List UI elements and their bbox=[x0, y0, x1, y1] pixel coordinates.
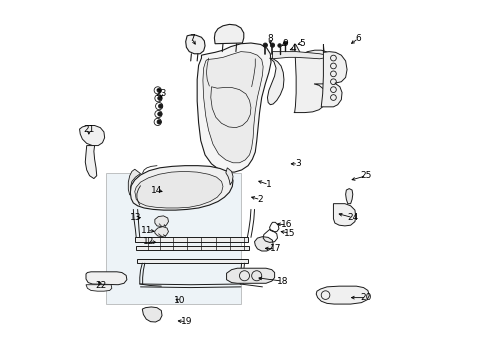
Polygon shape bbox=[225, 168, 233, 185]
Text: 20: 20 bbox=[360, 293, 371, 302]
Polygon shape bbox=[293, 44, 333, 113]
Polygon shape bbox=[185, 35, 204, 54]
Polygon shape bbox=[197, 43, 270, 172]
Circle shape bbox=[157, 120, 161, 124]
Polygon shape bbox=[155, 216, 168, 226]
Text: 6: 6 bbox=[355, 34, 361, 43]
Polygon shape bbox=[214, 24, 244, 44]
Text: 7: 7 bbox=[188, 34, 194, 43]
Polygon shape bbox=[86, 285, 112, 291]
Text: 1: 1 bbox=[265, 180, 271, 189]
Text: 5: 5 bbox=[298, 39, 304, 48]
Polygon shape bbox=[267, 58, 284, 105]
Text: 10: 10 bbox=[173, 296, 184, 305]
Text: 24: 24 bbox=[346, 213, 358, 222]
Text: 2: 2 bbox=[257, 195, 263, 204]
Polygon shape bbox=[142, 307, 162, 322]
Polygon shape bbox=[137, 259, 247, 263]
Polygon shape bbox=[85, 145, 97, 179]
Text: 8: 8 bbox=[267, 34, 273, 43]
Polygon shape bbox=[345, 189, 352, 204]
Polygon shape bbox=[321, 44, 346, 107]
Circle shape bbox=[158, 104, 163, 108]
Circle shape bbox=[263, 43, 267, 47]
Polygon shape bbox=[272, 51, 323, 59]
Polygon shape bbox=[135, 237, 247, 242]
Polygon shape bbox=[86, 272, 126, 285]
Polygon shape bbox=[155, 226, 168, 237]
Text: 23: 23 bbox=[155, 89, 166, 98]
Circle shape bbox=[277, 44, 281, 47]
Text: 14: 14 bbox=[151, 185, 162, 194]
Polygon shape bbox=[333, 204, 355, 226]
Text: 16: 16 bbox=[281, 220, 292, 229]
Polygon shape bbox=[136, 246, 248, 250]
Text: 3: 3 bbox=[295, 159, 301, 168]
Text: 11: 11 bbox=[141, 226, 152, 235]
Text: 17: 17 bbox=[269, 244, 281, 253]
Polygon shape bbox=[316, 286, 368, 304]
Text: 4: 4 bbox=[290, 44, 295, 53]
Text: 13: 13 bbox=[130, 213, 142, 222]
Text: 9: 9 bbox=[282, 39, 287, 48]
Circle shape bbox=[158, 96, 162, 100]
Polygon shape bbox=[254, 237, 273, 251]
Text: 12: 12 bbox=[143, 237, 154, 246]
Polygon shape bbox=[80, 126, 104, 145]
Text: 25: 25 bbox=[360, 171, 371, 180]
Bar bbox=[106, 173, 241, 304]
Circle shape bbox=[283, 41, 286, 45]
Text: 22: 22 bbox=[95, 281, 106, 290]
Circle shape bbox=[157, 88, 161, 93]
Polygon shape bbox=[203, 51, 263, 163]
Circle shape bbox=[158, 112, 162, 116]
Polygon shape bbox=[226, 268, 274, 283]
Text: 19: 19 bbox=[180, 317, 192, 326]
Polygon shape bbox=[130, 166, 233, 210]
Polygon shape bbox=[128, 169, 140, 195]
Polygon shape bbox=[135, 171, 223, 208]
Text: 15: 15 bbox=[284, 229, 295, 238]
Text: 21: 21 bbox=[83, 125, 94, 134]
Circle shape bbox=[270, 43, 274, 47]
Text: 18: 18 bbox=[276, 276, 287, 285]
